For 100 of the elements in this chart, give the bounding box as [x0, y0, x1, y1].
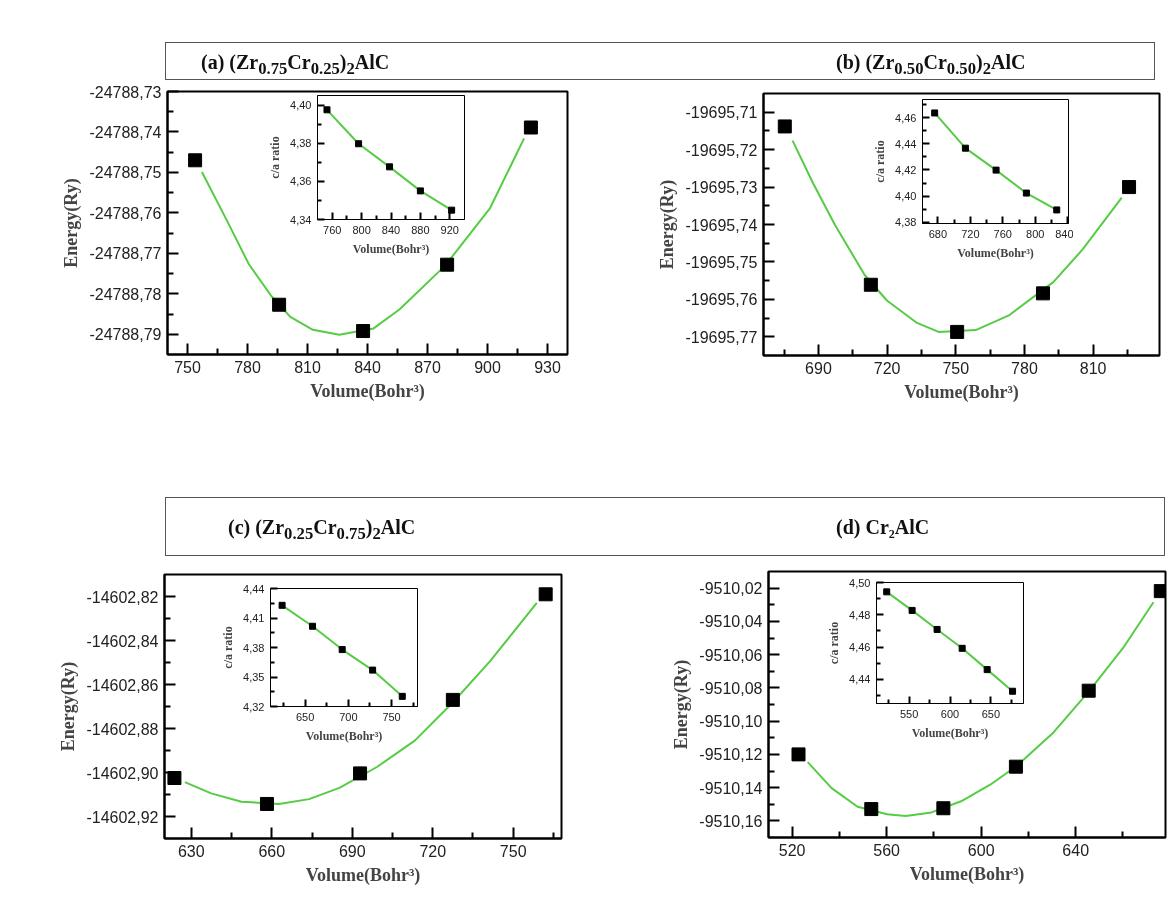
- x-tick-label: 780: [234, 358, 261, 376]
- x-tick-label: 750: [499, 842, 527, 860]
- y-tick-label: -14602,86: [86, 676, 159, 694]
- y-tick-label: 4,34: [290, 213, 312, 226]
- y-tick-label: -19695,76: [685, 291, 758, 309]
- y-tick-label: 4,40: [895, 190, 917, 203]
- x-tick-label: 550: [899, 707, 919, 720]
- x-axis-title: Volume(Bohr³): [310, 380, 425, 402]
- x-tick-label: 600: [967, 841, 995, 859]
- chart-title: (b) (Zr$_{0.50}$Cr$_{0.50}$)$_{2}$AlC: [836, 50, 1026, 80]
- y-tick-label: 4,38: [290, 137, 312, 150]
- x-tick-label: 720: [961, 227, 980, 240]
- y-tick-label: 4,44: [849, 673, 871, 686]
- x-tick-label: 750: [382, 710, 401, 723]
- x-tick-label: 720: [419, 842, 447, 860]
- y-tick-label: -14602,84: [86, 632, 159, 650]
- x-tick-label: 840: [1055, 227, 1074, 240]
- y-tick-label: -14602,88: [86, 720, 159, 738]
- x-tick-label: 650: [295, 710, 315, 723]
- y-tick-label: 4,48: [849, 608, 871, 621]
- x-tick-label: 750: [942, 359, 970, 377]
- y-tick-label: 4,38: [243, 641, 265, 654]
- x-tick-label: 640: [1062, 841, 1090, 859]
- y-tick-label: -19695,71: [685, 104, 758, 122]
- y-tick-label: 4,44: [895, 137, 917, 150]
- y-tick-label: -19695,77: [685, 328, 758, 346]
- y-tick-label: -14602,90: [86, 764, 159, 782]
- x-tick-label: 870: [414, 358, 441, 376]
- y-tick-label: -19695,73: [685, 179, 758, 197]
- x-tick-label: 650: [981, 707, 1001, 720]
- x-tick-label: 600: [940, 707, 960, 720]
- y-tick-label: 4,32: [243, 700, 265, 713]
- x-tick-label: 840: [381, 223, 401, 236]
- x-tick-label: 810: [1079, 359, 1107, 377]
- x-tick-label: 720: [873, 359, 901, 377]
- chart-title: (d) Cr₂AlC: [836, 515, 930, 541]
- x-axis-title: Volume(Bohr³): [957, 245, 1034, 260]
- y-tick-label: -24788,77: [89, 245, 162, 263]
- y-tick-label: 4,35: [243, 671, 265, 683]
- x-tick-label: 780: [1011, 359, 1038, 377]
- x-tick-label: 900: [474, 358, 501, 376]
- y-tick-label: -19695,72: [685, 141, 758, 159]
- y-tick-label: -9510,16: [699, 812, 763, 830]
- y-tick-label: -24788,79: [89, 326, 162, 344]
- x-tick-label: 800: [352, 223, 371, 236]
- x-axis-title: Volume(Bohr³): [305, 864, 421, 886]
- y-axis-title: c/a ratio: [268, 136, 283, 179]
- x-tick-label: 690: [338, 842, 366, 860]
- y-axis-title: c/a ratio: [827, 621, 842, 665]
- x-tick-label: 660: [258, 842, 286, 860]
- chart-title: (a) (Zr$_{0.75}$Cr$_{0.25}$)$_{2}$AlC: [201, 50, 390, 80]
- y-tick-label: 4,44: [243, 582, 265, 595]
- y-tick-label: 4,46: [895, 111, 917, 124]
- x-tick-label: 630: [177, 842, 205, 860]
- y-tick-label: -9510,06: [699, 646, 763, 664]
- x-tick-label: 760: [323, 223, 342, 236]
- x-tick-label: 840: [354, 358, 381, 376]
- y-tick-label: -9510,12: [699, 746, 763, 764]
- y-tick-label: 4,41: [243, 612, 265, 624]
- x-axis-title: Volume(Bohr³): [904, 381, 1019, 403]
- y-tick-label: -24788,75: [89, 164, 162, 182]
- y-tick-label: -14602,92: [86, 808, 159, 826]
- y-tick-label: -9510,04: [699, 613, 763, 631]
- x-axis-title: Volume(Bohr³): [909, 863, 1025, 885]
- y-tick-label: -9510,14: [699, 779, 763, 797]
- y-axis-title: c/a ratio: [221, 626, 236, 669]
- y-tick-label: -24788,73: [89, 83, 162, 101]
- y-axis-title: Energy(Ry): [657, 179, 679, 270]
- x-tick-label: 880: [411, 223, 430, 236]
- x-tick-label: 800: [1026, 227, 1045, 240]
- x-axis-title: Volume(Bohr³): [911, 725, 989, 740]
- x-tick-label: 700: [339, 710, 358, 723]
- x-tick-label: 750: [174, 358, 201, 376]
- x-tick-label: 930: [534, 358, 561, 376]
- chart-title: (c) (Zr$_{0.25}$Cr$_{0.75}$)$_{2}$AlC: [228, 515, 416, 545]
- x-tick-label: 920: [440, 223, 459, 236]
- y-tick-label: 4,50: [849, 576, 871, 589]
- y-tick-label: -9510,10: [699, 713, 763, 731]
- y-tick-label: 4,40: [290, 99, 312, 112]
- y-tick-label: -24788,76: [89, 204, 162, 222]
- y-axis-title: Energy(Ry): [58, 661, 80, 752]
- x-tick-label: 810: [294, 358, 321, 376]
- x-tick-label: 520: [778, 841, 806, 859]
- y-tick-label: -14602,82: [86, 588, 159, 606]
- y-tick-label: 4,46: [849, 641, 871, 654]
- y-tick-label: -19695,74: [685, 216, 758, 234]
- y-tick-label: -19695,75: [685, 253, 758, 271]
- y-tick-label: -9510,08: [699, 679, 763, 697]
- y-axis-title: Energy(Ry): [671, 659, 693, 750]
- x-tick-label: 680: [928, 227, 948, 240]
- y-tick-label: -24788,78: [89, 285, 162, 303]
- x-tick-label: 560: [873, 841, 901, 859]
- x-tick-label: 760: [993, 227, 1012, 240]
- y-tick-label: 4,36: [290, 175, 312, 188]
- y-tick-label: 4,38: [895, 216, 917, 229]
- y-tick-label: -24788,74: [89, 123, 162, 141]
- y-axis-title: c/a ratio: [873, 140, 888, 183]
- x-axis-title: Volume(Bohr³): [305, 728, 383, 743]
- x-tick-label: 690: [805, 359, 832, 377]
- y-axis-title: Energy(Ry): [61, 178, 83, 268]
